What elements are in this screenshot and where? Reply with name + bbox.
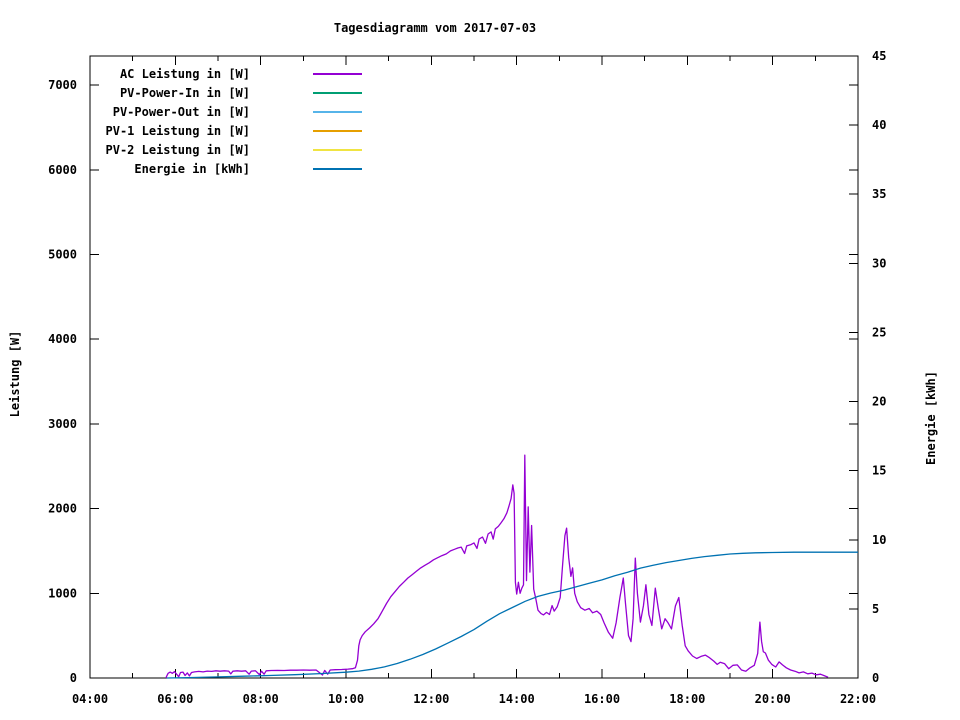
left-tick-label: 6000 [48,163,77,177]
x-tick-label: 22:00 [840,692,876,706]
x-tick-label: 04:00 [72,692,108,706]
left-tick-label: 1000 [48,586,77,600]
legend-label: PV-Power-Out in [W] [113,105,250,119]
right-tick-label: 15 [872,464,886,478]
x-tick-label: 06:00 [157,692,193,706]
x-tick-label: 08:00 [243,692,279,706]
legend-label: AC Leistung in [W] [120,67,250,81]
left-tick-label: 3000 [48,417,77,431]
left-axis-title: Leistung [W] [8,330,22,418]
x-tick-label: 16:00 [584,692,620,706]
right-tick-label: 40 [872,118,886,132]
series-line-0 [165,454,829,679]
right-tick-label: 0 [872,671,879,685]
x-tick-label: 10:00 [328,692,364,706]
series-line-5 [166,551,858,679]
right-tick-label: 45 [872,49,886,63]
left-tick-label: 0 [70,671,77,685]
legend-label: PV-1 Leistung in [W] [106,124,251,138]
right-tick-label: 35 [872,187,886,201]
chart-title: Tagesdiagramm vom 2017-07-03 [333,21,537,35]
x-tick-label: 20:00 [755,692,791,706]
right-axis-title: Energie [kWh] [924,371,938,465]
legend-label: PV-2 Leistung in [W] [106,143,251,157]
left-tick-label: 4000 [48,332,77,346]
right-tick-label: 30 [872,256,886,270]
left-tick-label: 2000 [48,502,77,516]
right-tick-label: 25 [872,325,886,339]
x-tick-label: 12:00 [413,692,449,706]
x-tick-label: 18:00 [669,692,705,706]
right-tick-label: 10 [872,533,886,547]
right-tick-label: 5 [872,602,879,616]
legend-label: Energie in [kWh] [134,162,250,176]
left-tick-label: 7000 [48,78,77,92]
x-tick-label: 14:00 [499,692,535,706]
left-tick-label: 5000 [48,247,77,261]
right-tick-label: 20 [872,395,886,409]
legend-label: PV-Power-In in [W] [120,86,250,100]
